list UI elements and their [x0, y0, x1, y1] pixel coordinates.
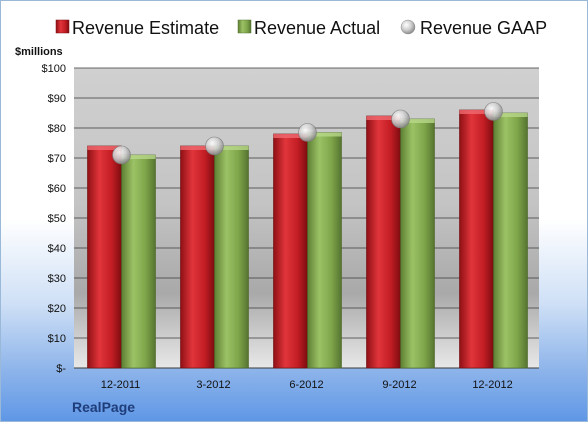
legend-label-gaap: Revenue GAAP — [420, 18, 547, 38]
legend-swatch-estimate — [55, 19, 70, 34]
bar-estimate-top — [459, 110, 494, 114]
bar-estimate-top — [273, 134, 308, 138]
x-tick-label: 6-2012 — [289, 379, 323, 391]
y-tick-label: $60 — [48, 183, 66, 195]
gaap-markers — [112, 102, 503, 165]
company-name: RealPage — [72, 399, 136, 415]
x-tick-label: 3-2012 — [196, 379, 230, 391]
bar-estimate — [459, 109, 494, 369]
legend-item-estimate: Revenue Estimate — [55, 18, 219, 38]
x-tick-label: 12-2011 — [101, 379, 141, 391]
bar-actual-top — [307, 132, 342, 137]
y-tick-label: $80 — [48, 123, 66, 135]
y-tick-label: $70 — [48, 153, 66, 165]
legend: Revenue Estimate Revenue Actual Revenue … — [55, 18, 547, 38]
bar-estimate-top — [366, 116, 401, 120]
bar-estimate-top — [180, 146, 215, 150]
bar-actual — [214, 145, 249, 369]
legend-item-actual: Revenue Actual — [237, 18, 380, 38]
marker-gaap — [484, 102, 503, 121]
bar-estimate — [366, 115, 401, 369]
bar-actual-top — [121, 155, 156, 159]
x-tick-label: 9-2012 — [382, 379, 416, 391]
y-tick-label: $90 — [48, 93, 66, 105]
bar-estimate-top — [87, 146, 122, 150]
legend-label-estimate: Revenue Estimate — [72, 18, 219, 38]
bar-actual — [121, 154, 156, 369]
y-tick-label: $40 — [48, 243, 66, 255]
legend-item-gaap: Revenue GAAP — [400, 18, 547, 38]
marker-gaap — [205, 136, 224, 156]
y-tick-label: $50 — [48, 213, 66, 225]
y-tick-label: $100 — [42, 63, 66, 75]
marker-gaap — [391, 109, 410, 129]
marker-gaap — [298, 123, 317, 142]
y-tick-label: $20 — [48, 303, 66, 315]
bar-actual-top — [214, 146, 249, 150]
bar-actual-top — [400, 119, 435, 123]
marker-gaap — [112, 145, 131, 165]
legend-swatch-gaap — [400, 19, 416, 35]
bar-estimate — [87, 145, 122, 369]
bars — [87, 109, 528, 369]
bar-actual — [493, 112, 528, 369]
bar-estimate — [180, 145, 215, 369]
bar-estimate — [273, 133, 308, 369]
bar-actual-top — [493, 113, 528, 117]
bar-actual — [400, 118, 435, 369]
y-axis-ticks: $- $10 $20 $30 $40 $50 $60 $70 $80 $90 $100 — [42, 63, 67, 375]
legend-label-actual: Revenue Actual — [254, 18, 380, 38]
y-tick-label: $30 — [48, 273, 66, 285]
legend-swatch-actual — [237, 19, 252, 34]
y-tick-label: $- — [56, 363, 66, 375]
x-tick-label: 12-2012 — [472, 379, 512, 391]
bar-actual — [307, 132, 342, 369]
y-axis-label: $millions — [15, 46, 63, 58]
x-axis-ticks: 12-2011 3-2012 6-2012 9-2012 12-2012 — [101, 379, 513, 391]
y-tick-label: $10 — [48, 333, 66, 345]
